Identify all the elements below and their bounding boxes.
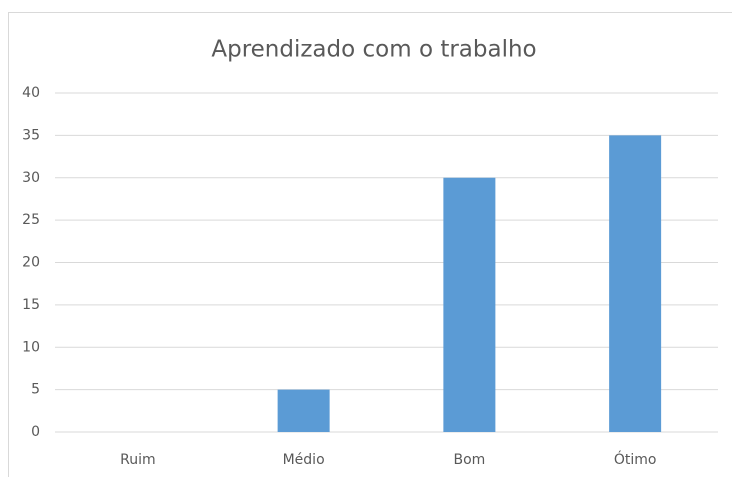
y-tick-label: 35 [22, 127, 40, 143]
bar [277, 389, 330, 432]
x-tick-label: Ruim [120, 452, 156, 468]
y-tick-label: 0 [31, 424, 40, 440]
y-tick-label: 10 [22, 339, 40, 355]
x-tick-label: Médio [283, 452, 325, 468]
y-tick-label: 15 [22, 297, 40, 313]
bar [609, 135, 662, 432]
y-tick-label: 25 [22, 212, 40, 228]
chart-title: Aprendizado com o trabalho [211, 37, 536, 63]
x-tick-label: Ótimo [614, 450, 657, 468]
bar [443, 177, 496, 432]
chart-border [8, 12, 732, 477]
x-tick-label: Bom [453, 452, 485, 468]
y-tick-label: 5 [31, 382, 40, 398]
y-tick-label: 40 [22, 85, 40, 101]
y-tick-label: 30 [22, 170, 40, 186]
y-tick-label: 20 [22, 255, 40, 271]
